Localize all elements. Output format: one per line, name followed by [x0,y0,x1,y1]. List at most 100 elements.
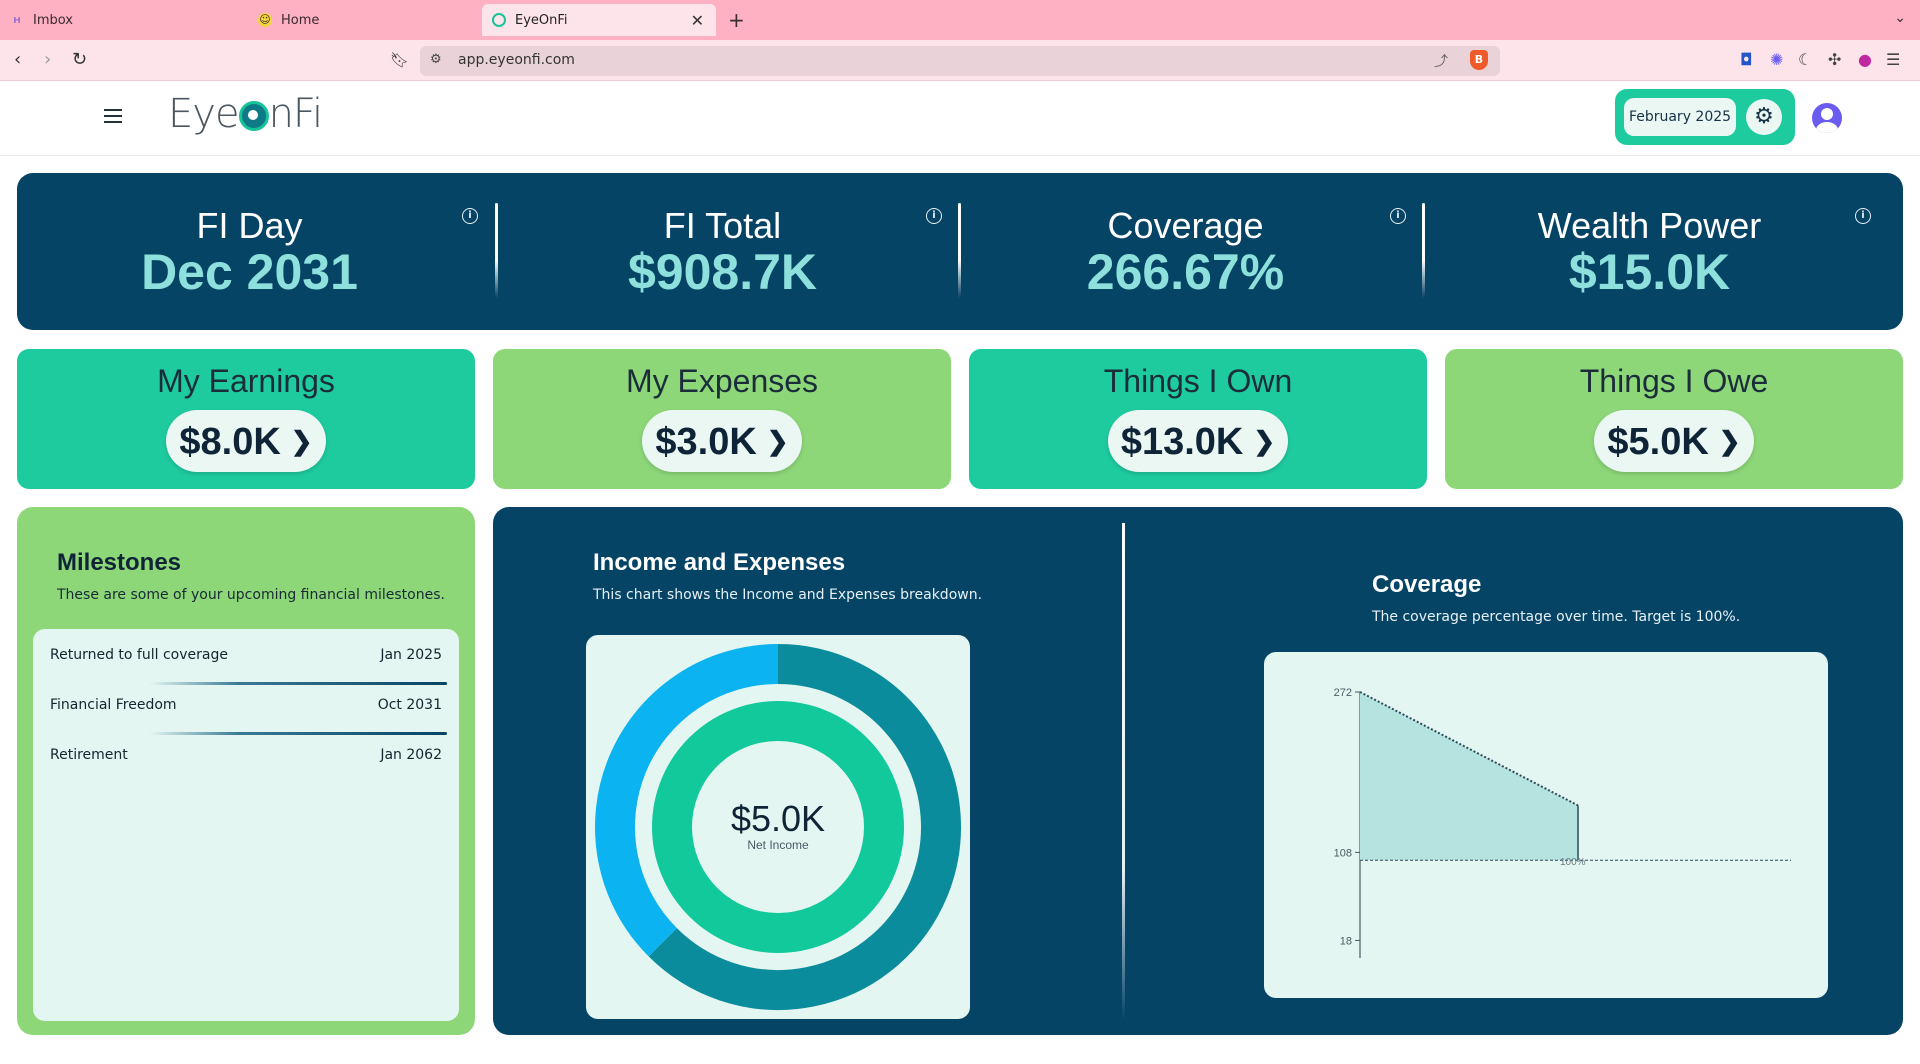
chevron-right-icon: ❯ [1253,426,1276,456]
close-tab-icon[interactable]: ✕ [690,10,704,30]
kpi-band: FI Day Dec 2031 i FI Total $908.7K i Cov… [17,173,1903,330]
donut-outer-slice [595,644,779,957]
brave-shield-icon[interactable]: B [1470,50,1488,70]
tab-label: EyeOnFi [515,12,568,28]
card-title: Things I Owe [1579,363,1769,399]
milestones-subtitle: These are some of your upcoming financia… [57,587,445,603]
bookmark-icon[interactable]: 🔖︎ [390,51,410,69]
donut-outer-slice [648,644,961,1010]
new-tab-icon[interactable]: + [728,8,745,32]
card-title: My Earnings [157,363,335,399]
logo-eye-icon [238,101,269,131]
tab-eyeonfi[interactable]: EyeOnFi ✕ [482,4,716,36]
coverage-chart-svg: 272 108 18 100% [1334,687,1791,958]
card-my-earnings: My Earnings $8.0K ❯ [17,349,475,489]
kpi-divider [495,203,498,298]
kpi-title: Coverage [1107,205,1264,246]
kpi-wealth-power: Wealth Power $15.0K i [1417,173,1882,330]
chevron-down-icon[interactable]: ⌄ [1894,10,1906,26]
milestones-panel: Milestones These are some of your upcomi… [17,507,475,1035]
card-value: $13.0K [1120,421,1244,463]
owe-button[interactable]: $5.0K ❯ [1594,410,1754,472]
reload-icon[interactable]: ↻ [72,49,88,70]
kpi-value: Dec 2031 [141,244,358,300]
hamburger-menu-icon[interactable] [104,109,122,127]
kpi-title: Wealth Power [1537,205,1762,246]
tab-label: Home [281,12,320,28]
income-chart-subtitle: This chart shows the Income and Expenses… [593,587,983,603]
expenses-button[interactable]: $3.0K ❯ [642,410,802,472]
month-picker-button[interactable]: February 2025 [1624,98,1736,136]
milestone-date: Jan 2062 [380,747,442,763]
card-my-expenses: My Expenses $3.0K ❯ [493,349,951,489]
browser-nav-bar: ‹ › ↻ 🔖︎ ⚙ app.eyeonfi.com ⤴ B ◘ ✺ ☾ ✣ ●… [0,40,1920,81]
eyeonfi-logo[interactable]: Eye nFi [168,91,323,137]
chevron-right-icon: ❯ [290,426,313,456]
back-icon[interactable]: ‹ [14,49,22,70]
extensions-puzzle-icon[interactable]: ✣ [1828,50,1842,69]
avatar[interactable] [1812,103,1842,133]
site-settings-icon[interactable]: ⚙ [430,52,442,67]
y-tick-label: 108 [1334,847,1352,859]
dark-mode-icon[interactable]: ☾ [1798,50,1813,69]
list-item[interactable]: Retirement Jan 2062 [33,735,459,785]
kpi-value: $908.7K [627,244,818,300]
browser-tab-bar: ʜ Imbox ☺ Home EyeOnFi ✕ + ⌄ [0,0,1920,40]
profile-extension-icon[interactable]: ● [1858,50,1872,69]
kpi-value: $15.0K [1568,244,1731,300]
charts-divider [1122,523,1125,1019]
donut-center-value: $5.0K [731,798,825,839]
share-icon[interactable]: ⤴ [1434,54,1448,70]
own-button[interactable]: $13.0K ❯ [1108,410,1288,472]
info-icon[interactable]: i [1855,208,1871,224]
address-bar[interactable]: ⚙ app.eyeonfi.com ⤴ B [420,46,1500,76]
kpi-divider [1422,203,1425,298]
tab-imbox[interactable]: ʜ Imbox [0,4,238,36]
extension-star-icon[interactable]: ✺ [1770,50,1784,69]
kpi-fi-total: FI Total $908.7K i [490,173,955,330]
milestone-date: Jan 2025 [380,647,442,663]
charts-panel: Income and Expenses This chart shows the… [493,507,1903,1035]
milestones-list: Returned to full coverage Jan 2025 Finan… [33,629,459,1021]
milestone-name: Financial Freedom [50,697,177,713]
info-icon[interactable]: i [462,208,478,224]
tab-home[interactable]: ☺ Home [248,4,480,36]
card-value: $8.0K [179,421,281,463]
info-icon[interactable]: i [1390,208,1406,224]
gear-icon[interactable]: ⚙ [1746,99,1782,135]
donut-center-label: Net Income [747,838,809,852]
coverage-chart-title: Coverage [1372,571,1482,598]
bitwarden-icon[interactable]: ◘ [1740,50,1753,69]
forward-icon[interactable]: › [44,49,52,70]
browser-menu-icon[interactable]: ☰ [1886,50,1901,69]
kpi-value: 266.67% [1086,244,1285,300]
card-things-i-own: Things I Own $13.0K ❯ [969,349,1427,489]
list-item[interactable]: Financial Freedom Oct 2031 [33,685,459,735]
card-value: $5.0K [1607,421,1709,463]
tab-label: Imbox [33,12,73,28]
hey-icon: ʜ [13,13,21,26]
app-header: Eye nFi February 2025 ⚙ [0,81,1920,156]
chevron-right-icon: ❯ [1718,426,1741,456]
kpi-title: FI Total [663,205,782,246]
kpi-fi-day: FI Day Dec 2031 i [17,173,482,330]
coverage-chart: 272 108 18 100% [1264,652,1828,998]
donut-chart-svg: $5.0K Net Income [595,644,961,1010]
coverage-area [1360,692,1578,861]
milestone-progress-bar [149,732,447,735]
date-selector: February 2025 ⚙ [1615,89,1795,145]
donut-inner-slice [652,701,904,953]
info-icon[interactable]: i [926,208,942,224]
y-tick-label: 18 [1340,935,1352,947]
earnings-button[interactable]: $8.0K ❯ [166,410,326,472]
eyeonfi-icon [492,13,506,27]
kpi-title: FI Day [196,205,303,246]
income-chart-title: Income and Expenses [593,549,846,576]
card-things-i-owe: Things I Owe $5.0K ❯ [1445,349,1903,489]
list-item[interactable]: Returned to full coverage Jan 2025 [33,635,459,685]
card-value: $3.0K [655,421,757,463]
url-text: app.eyeonfi.com [458,52,575,68]
milestone-date: Oct 2031 [377,697,442,713]
card-title: My Expenses [625,363,819,399]
logo-text-left: Eye [168,91,240,137]
